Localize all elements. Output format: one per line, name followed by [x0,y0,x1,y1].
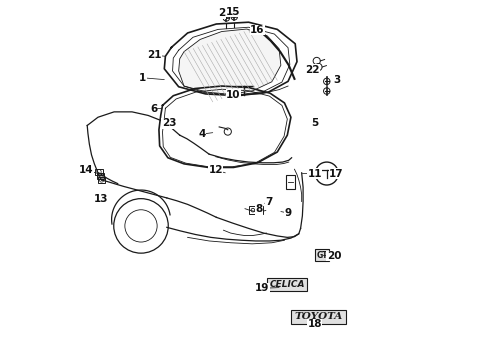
Text: 19: 19 [255,283,279,293]
Text: 18: 18 [308,318,322,329]
Text: 15: 15 [226,7,241,17]
Text: 1: 1 [139,73,164,83]
Text: 4: 4 [198,129,213,139]
Text: 23: 23 [162,118,176,128]
Text: 21: 21 [147,50,166,60]
Text: TOYOTA: TOYOTA [294,312,343,321]
Bar [98,177,105,183]
Bar [96,169,102,175]
Text: 13: 13 [94,194,108,204]
Text: 3: 3 [333,75,340,85]
Text: 22: 22 [305,64,319,75]
Polygon shape [179,29,281,95]
Text: 17: 17 [329,168,344,179]
Text: 12: 12 [208,165,225,175]
Text: 14: 14 [79,165,98,175]
Text: 10: 10 [226,90,242,100]
Text: CELICA: CELICA [270,280,305,289]
Text: 9: 9 [281,208,292,218]
Bar [97,173,104,179]
Text: 11: 11 [302,168,322,179]
Text: GT: GT [317,251,328,260]
Text: 20: 20 [323,251,341,261]
Text: 7: 7 [265,197,273,207]
Text: 5: 5 [311,118,318,128]
Text: 6: 6 [150,104,162,114]
Bar [248,206,263,214]
Text: 16: 16 [250,25,265,35]
Text: 2: 2 [218,8,227,19]
Bar [286,175,295,189]
Text: 8: 8 [255,204,262,215]
